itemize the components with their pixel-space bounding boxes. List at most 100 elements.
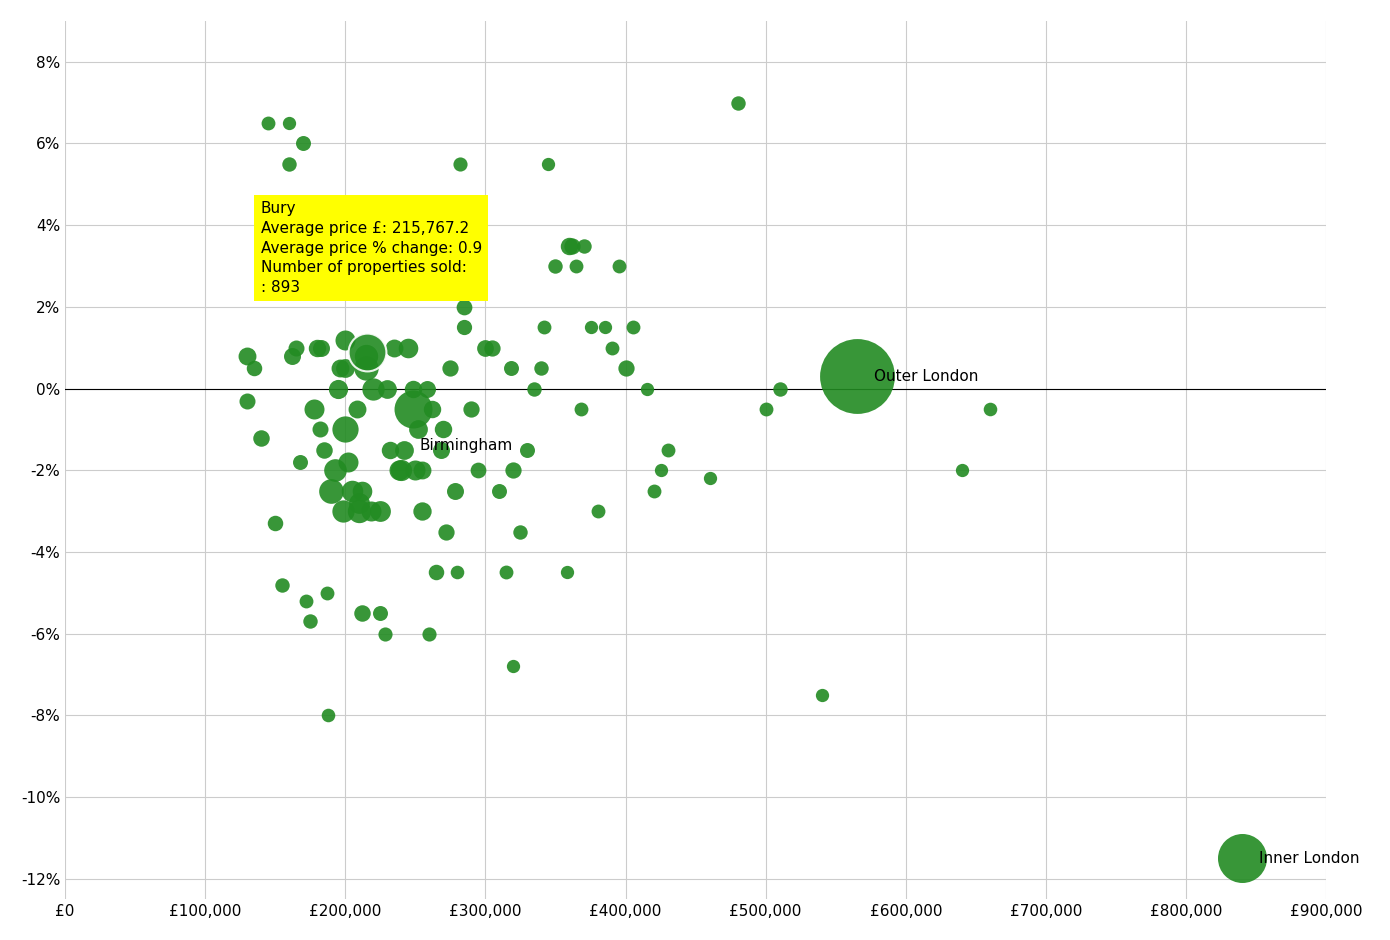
Point: [649, 462, 671, 478]
Point: [614, 361, 637, 376]
Point: [524, 381, 546, 396]
Point: [430, 443, 452, 458]
Point: [509, 525, 531, 540]
Point: [317, 708, 339, 723]
Point: [377, 381, 399, 396]
Point: [951, 462, 973, 478]
Point: [250, 431, 272, 446]
Point: [699, 471, 721, 486]
Text: Outer London: Outer London: [873, 368, 979, 384]
Point: [334, 422, 356, 437]
Point: [348, 495, 370, 510]
Point: [979, 401, 1001, 416]
Point: [271, 577, 293, 592]
Point: [446, 565, 468, 580]
Point: [352, 483, 374, 498]
Point: [281, 349, 303, 364]
Point: [621, 320, 644, 335]
Point: [570, 401, 592, 416]
Point: [356, 344, 378, 359]
Point: [402, 381, 424, 396]
Point: [407, 422, 430, 437]
Point: [566, 258, 588, 274]
Point: [1232, 851, 1254, 866]
Point: [481, 340, 503, 355]
Point: [374, 626, 396, 641]
Point: [587, 504, 609, 519]
Point: [303, 401, 325, 416]
Text: Birmingham: Birmingham: [420, 438, 513, 453]
Point: [299, 614, 321, 629]
Point: [341, 483, 363, 498]
Point: [545, 258, 567, 274]
Point: [435, 525, 457, 540]
Point: [306, 340, 328, 355]
Point: [356, 361, 378, 376]
Point: [404, 462, 427, 478]
Point: [449, 156, 471, 171]
Point: [411, 504, 434, 519]
Point: [562, 238, 584, 253]
Text: Bury
Average price £: 215,767.2
Average price % change: 0.9
Number of properties: Bury Average price £: 215,767.2 Average …: [260, 201, 482, 295]
Point: [538, 156, 560, 171]
Point: [502, 659, 524, 674]
Point: [278, 156, 300, 171]
Point: [257, 116, 279, 131]
Point: [421, 401, 443, 416]
Point: [366, 279, 388, 294]
Point: [348, 504, 370, 519]
Point: [236, 349, 259, 364]
Point: [556, 565, 578, 580]
Point: [345, 401, 367, 416]
Text: Inner London: Inner London: [1259, 851, 1359, 866]
Point: [328, 361, 350, 376]
Point: [334, 361, 356, 376]
Point: [474, 340, 496, 355]
Point: [313, 443, 335, 458]
Point: [309, 422, 331, 437]
Point: [393, 443, 416, 458]
Point: [488, 483, 510, 498]
Point: [439, 361, 461, 376]
Point: [418, 626, 441, 641]
Point: [320, 483, 342, 498]
Point: [316, 586, 338, 601]
Point: [460, 401, 482, 416]
Point: [727, 95, 749, 110]
Point: [594, 320, 616, 335]
Point: [559, 238, 581, 253]
Point: [236, 393, 259, 408]
Point: [432, 422, 455, 437]
Point: [324, 462, 346, 478]
Point: [327, 381, 349, 396]
Point: [755, 401, 777, 416]
Point: [467, 462, 489, 478]
Point: [443, 483, 466, 498]
Point: [573, 238, 595, 253]
Point: [292, 136, 314, 151]
Point: [384, 340, 406, 355]
Point: [534, 320, 556, 335]
Point: [363, 381, 385, 396]
Point: [495, 565, 517, 580]
Point: [264, 516, 286, 531]
Point: [411, 462, 434, 478]
Point: [370, 504, 392, 519]
Point: [425, 565, 448, 580]
Point: [845, 368, 867, 384]
Point: [499, 361, 521, 376]
Point: [331, 504, 353, 519]
Point: [379, 443, 402, 458]
Point: [360, 504, 382, 519]
Point: [352, 605, 374, 620]
Point: [370, 605, 392, 620]
Point: [289, 455, 311, 470]
Point: [502, 462, 524, 478]
Point: [531, 361, 553, 376]
Point: [398, 340, 420, 355]
Point: [642, 483, 664, 498]
Point: [391, 462, 413, 478]
Point: [402, 401, 424, 416]
Point: [336, 455, 359, 470]
Point: [580, 320, 602, 335]
